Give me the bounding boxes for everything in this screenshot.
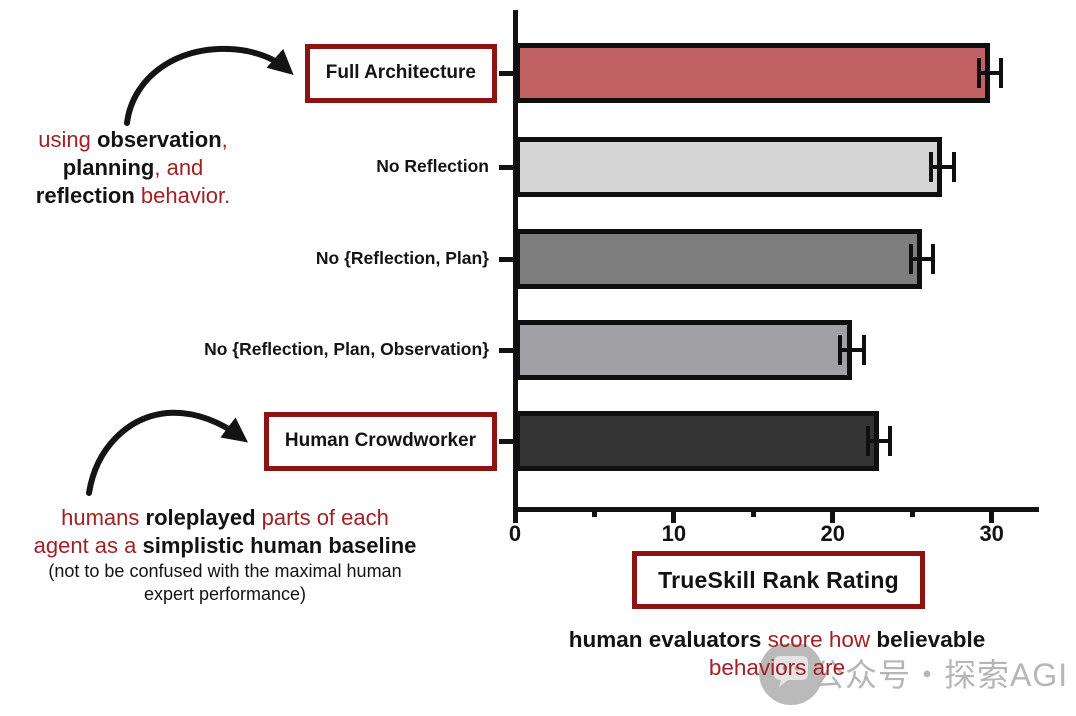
x-minor-tick [591,507,597,517]
highlight-text: , and [154,155,204,180]
x-tick-label: 20 [820,521,846,546]
error-bar-line [867,439,890,443]
plain-text: roleplayed [145,505,256,530]
x-major-tick [671,507,677,523]
text-line: (not to be confused with the maximal hum… [22,560,428,583]
figure-caption: human evaluators score how believable beh… [540,626,1014,682]
category-label: No {Reflection, Plan, Observation} [204,339,489,359]
bar-2 [515,229,922,289]
text-line: human evaluators score how believable [540,626,1014,654]
chat-bubble-logo-icon [759,641,823,705]
highlight-text: behavior. [134,183,231,208]
text-line: behaviors are [540,654,1014,682]
bar-3 [515,320,852,380]
plain-text: expert performance) [143,584,307,604]
category-label-box: Human Crowdworker [263,411,497,471]
highlight-text: using [38,127,97,152]
highlight-text: behaviors are [708,655,846,680]
y-tick [499,70,514,76]
watermark-text: 公众号・探索AGI [812,657,1069,693]
bar-1 [515,137,943,197]
text-line: expert performance) [22,583,428,606]
x-axis-label: TrueSkill Rank Rating [658,566,899,593]
plain-text: human evaluators [568,627,768,652]
plain-text: believable [876,627,986,652]
error-bar-cap [999,58,1004,88]
error-bar-cap [837,335,842,365]
highlight-text: score how [767,627,877,652]
text-line: agent as a simplistic human baseline [22,532,428,560]
text-line: planning, and [14,154,252,182]
y-tick [499,256,514,262]
highlight-text: parts of each [255,505,389,530]
error-bar-cap [908,244,913,274]
watermark: 公众号・探索AGI [756,641,1067,706]
x-major-tick [830,507,836,523]
error-bar-cap [861,335,866,365]
x-major-tick [989,507,995,523]
annotation-human-crowdworker: humans roleplayed parts of each agent as … [22,504,428,606]
y-tick [499,164,514,170]
highlight-text: agent as a [33,533,143,558]
x-minor-tick [909,507,915,517]
x-tick-label: 30 [979,521,1004,546]
category-label-box: Full Architecture [304,43,497,103]
x-major-tick [512,507,518,523]
plain-text: planning [62,155,155,180]
x-minor-tick [750,507,756,517]
error-bar-cap [951,152,956,182]
text-line: using observation, [14,126,252,154]
plain-text: simplistic human baseline [142,533,417,558]
text-line: humans roleplayed parts of each [22,504,428,532]
category-label: No Reflection [376,156,489,176]
error-bar-cap [929,152,934,182]
error-bar-line [910,257,933,261]
error-bar-cap [930,244,935,274]
category-label: No {Reflection, Plan} [315,248,489,268]
error-bar-cap [888,426,892,456]
bar-0 [515,43,991,103]
plain-text: observation [96,127,222,152]
highlight-text: humans [61,505,146,530]
plain-text: (not to be confused with the maximal hum… [48,561,402,581]
annotation-full-architecture: using observation, planning, and reflectio… [14,126,252,210]
error-bar-line [839,348,864,352]
bar-4 [515,411,879,471]
error-bar-cap [865,426,870,456]
x-tick-label: 10 [661,521,687,546]
plain-text: reflection [35,183,135,208]
y-tick [499,347,514,353]
error-bar-line [931,165,954,169]
y-tick [499,438,514,444]
error-bar-cap [976,58,981,88]
error-bar-line [978,71,1002,75]
x-tick-label: 0 [508,521,522,546]
highlight-text: , [221,127,228,152]
x-axis-line [513,507,1040,512]
x-axis-label-box: TrueSkill Rank Rating [632,551,925,609]
text-line: reflection behavior. [14,182,252,210]
